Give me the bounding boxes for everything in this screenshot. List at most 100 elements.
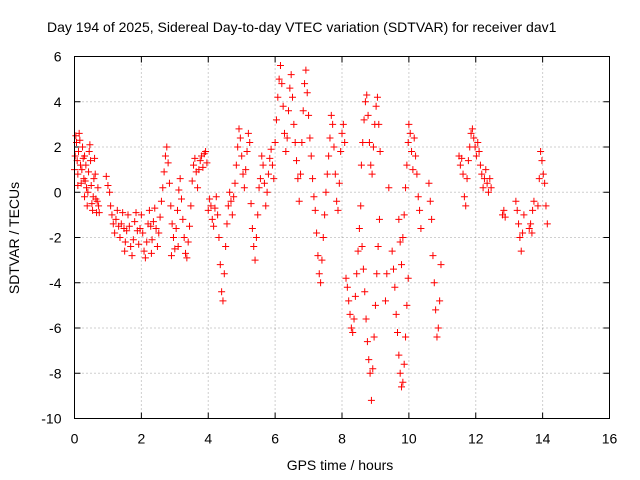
data-point	[338, 129, 346, 137]
data-point	[398, 261, 406, 269]
data-point	[464, 157, 472, 165]
data-point	[163, 143, 171, 151]
data-point	[260, 179, 268, 187]
data-point	[543, 220, 551, 228]
data-point	[131, 218, 139, 226]
data-point	[364, 111, 372, 119]
data-point	[470, 134, 478, 142]
data-point	[259, 161, 267, 169]
data-point	[153, 243, 161, 251]
data-point	[369, 143, 377, 151]
data-point	[358, 243, 366, 251]
data-point	[402, 333, 410, 341]
data-point	[305, 111, 313, 119]
data-point	[139, 229, 147, 237]
data-point	[135, 240, 143, 248]
y-tick-label: 2	[54, 139, 62, 155]
data-point	[132, 209, 140, 217]
data-point	[330, 143, 338, 151]
data-point	[463, 175, 471, 183]
data-point	[220, 270, 228, 278]
data-point	[212, 193, 220, 201]
data-point	[211, 204, 219, 212]
data-point	[112, 215, 120, 223]
data-point	[149, 218, 157, 226]
data-point	[475, 148, 483, 156]
data-point	[81, 193, 89, 201]
data-markers	[71, 62, 551, 404]
data-point	[516, 234, 524, 241]
data-point	[433, 333, 441, 341]
data-point	[285, 107, 292, 115]
data-point	[487, 184, 495, 192]
data-point	[403, 301, 411, 309]
data-point	[188, 177, 196, 185]
data-point	[210, 222, 218, 230]
data-point	[215, 234, 223, 241]
data-point	[319, 234, 327, 241]
data-point	[94, 184, 102, 192]
data-point	[180, 234, 188, 241]
data-point	[365, 356, 373, 364]
data-point	[91, 154, 99, 162]
data-point	[430, 279, 438, 287]
data-point	[184, 238, 192, 246]
data-point	[190, 161, 198, 169]
data-point	[145, 206, 153, 214]
data-point	[82, 161, 90, 169]
data-point	[128, 252, 136, 260]
data-point	[278, 80, 286, 88]
data-point	[208, 215, 216, 223]
data-point	[79, 143, 87, 151]
data-point	[216, 261, 224, 269]
data-point	[302, 66, 310, 74]
data-point	[164, 159, 172, 167]
y-tick-label: 0	[54, 184, 62, 200]
data-point	[357, 202, 365, 210]
data-point	[517, 247, 525, 255]
data-point	[373, 93, 381, 101]
data-point	[127, 243, 135, 251]
data-point	[478, 170, 486, 178]
data-point	[534, 202, 542, 210]
data-point	[287, 71, 295, 79]
data-point	[147, 222, 155, 230]
data-point	[404, 274, 412, 282]
data-point	[519, 229, 527, 237]
data-point	[329, 120, 337, 128]
data-point	[361, 98, 369, 106]
data-point	[279, 102, 287, 110]
data-point	[242, 166, 250, 174]
data-point	[250, 243, 258, 251]
data-point	[381, 297, 389, 305]
data-point	[196, 157, 204, 165]
x-tick-label: 8	[338, 431, 346, 447]
data-point	[136, 224, 144, 232]
data-point	[323, 170, 331, 178]
data-point	[121, 238, 129, 246]
data-point	[191, 154, 199, 162]
data-point	[239, 170, 247, 178]
data-point	[306, 134, 314, 142]
data-point	[414, 193, 422, 201]
data-point	[270, 175, 278, 183]
data-point	[140, 247, 148, 255]
data-point	[231, 179, 239, 187]
data-point	[471, 143, 479, 151]
data-point	[252, 234, 260, 241]
data-point	[486, 175, 494, 183]
data-point	[125, 222, 133, 230]
data-point	[307, 152, 315, 160]
data-point	[479, 184, 487, 192]
data-point	[151, 204, 159, 212]
data-point	[512, 197, 520, 205]
data-point	[388, 247, 396, 255]
data-point	[321, 211, 329, 219]
data-point	[291, 138, 299, 146]
data-point	[207, 202, 215, 210]
chart-title: Day 194 of 2025, Sidereal Day-to-day VTE…	[47, 19, 557, 35]
data-point	[309, 175, 317, 183]
data-point	[75, 129, 83, 137]
data-point	[167, 202, 175, 210]
data-point	[315, 270, 323, 278]
